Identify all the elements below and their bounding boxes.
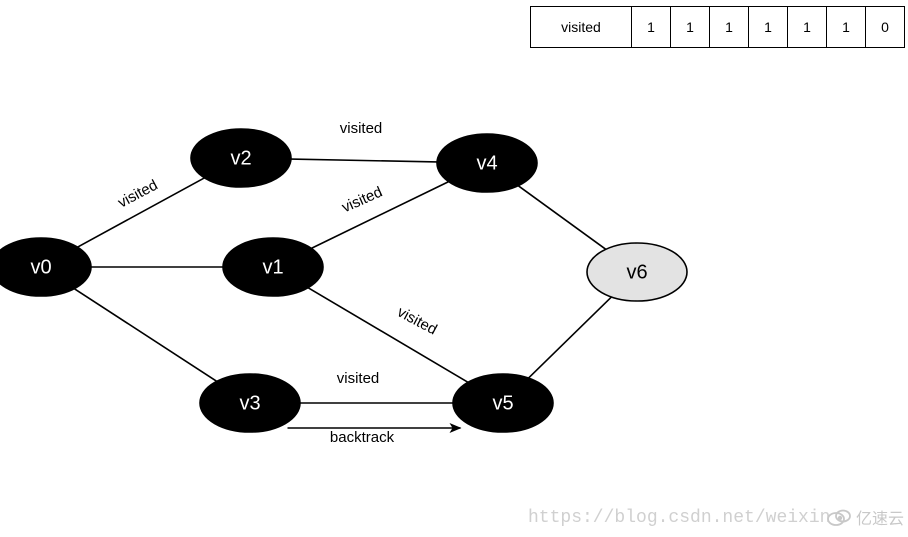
- graph-edge: [308, 288, 468, 383]
- graph-node-label: v2: [230, 147, 251, 169]
- graph-node-label: v4: [476, 152, 497, 174]
- graph-node-label: v6: [626, 261, 647, 283]
- watermark-logo-text: 亿速云: [856, 505, 904, 529]
- graph-node-label: v5: [492, 392, 513, 414]
- watermark-logo: 亿速云: [826, 505, 904, 529]
- watermark-url: https://blog.csdn.net/weixin: [528, 508, 830, 528]
- arrow-label: backtrack: [330, 429, 395, 446]
- edge-label: visited: [340, 120, 383, 137]
- graph-edge: [529, 297, 612, 378]
- graph-edge: [291, 159, 437, 162]
- edge-label: visited: [337, 370, 380, 387]
- edge-label: visited: [339, 183, 385, 216]
- graph-edge: [74, 289, 216, 382]
- graph-edge: [518, 186, 606, 250]
- graph-node-label: v0: [30, 256, 51, 278]
- graph-node-label: v3: [239, 392, 260, 414]
- graph-canvas: v0 v1 v2 v3 v4 v5 v6 visited visited visited visi…: [0, 0, 908, 537]
- edge-label: visited: [394, 304, 440, 339]
- graph-node-label: v1: [262, 256, 283, 278]
